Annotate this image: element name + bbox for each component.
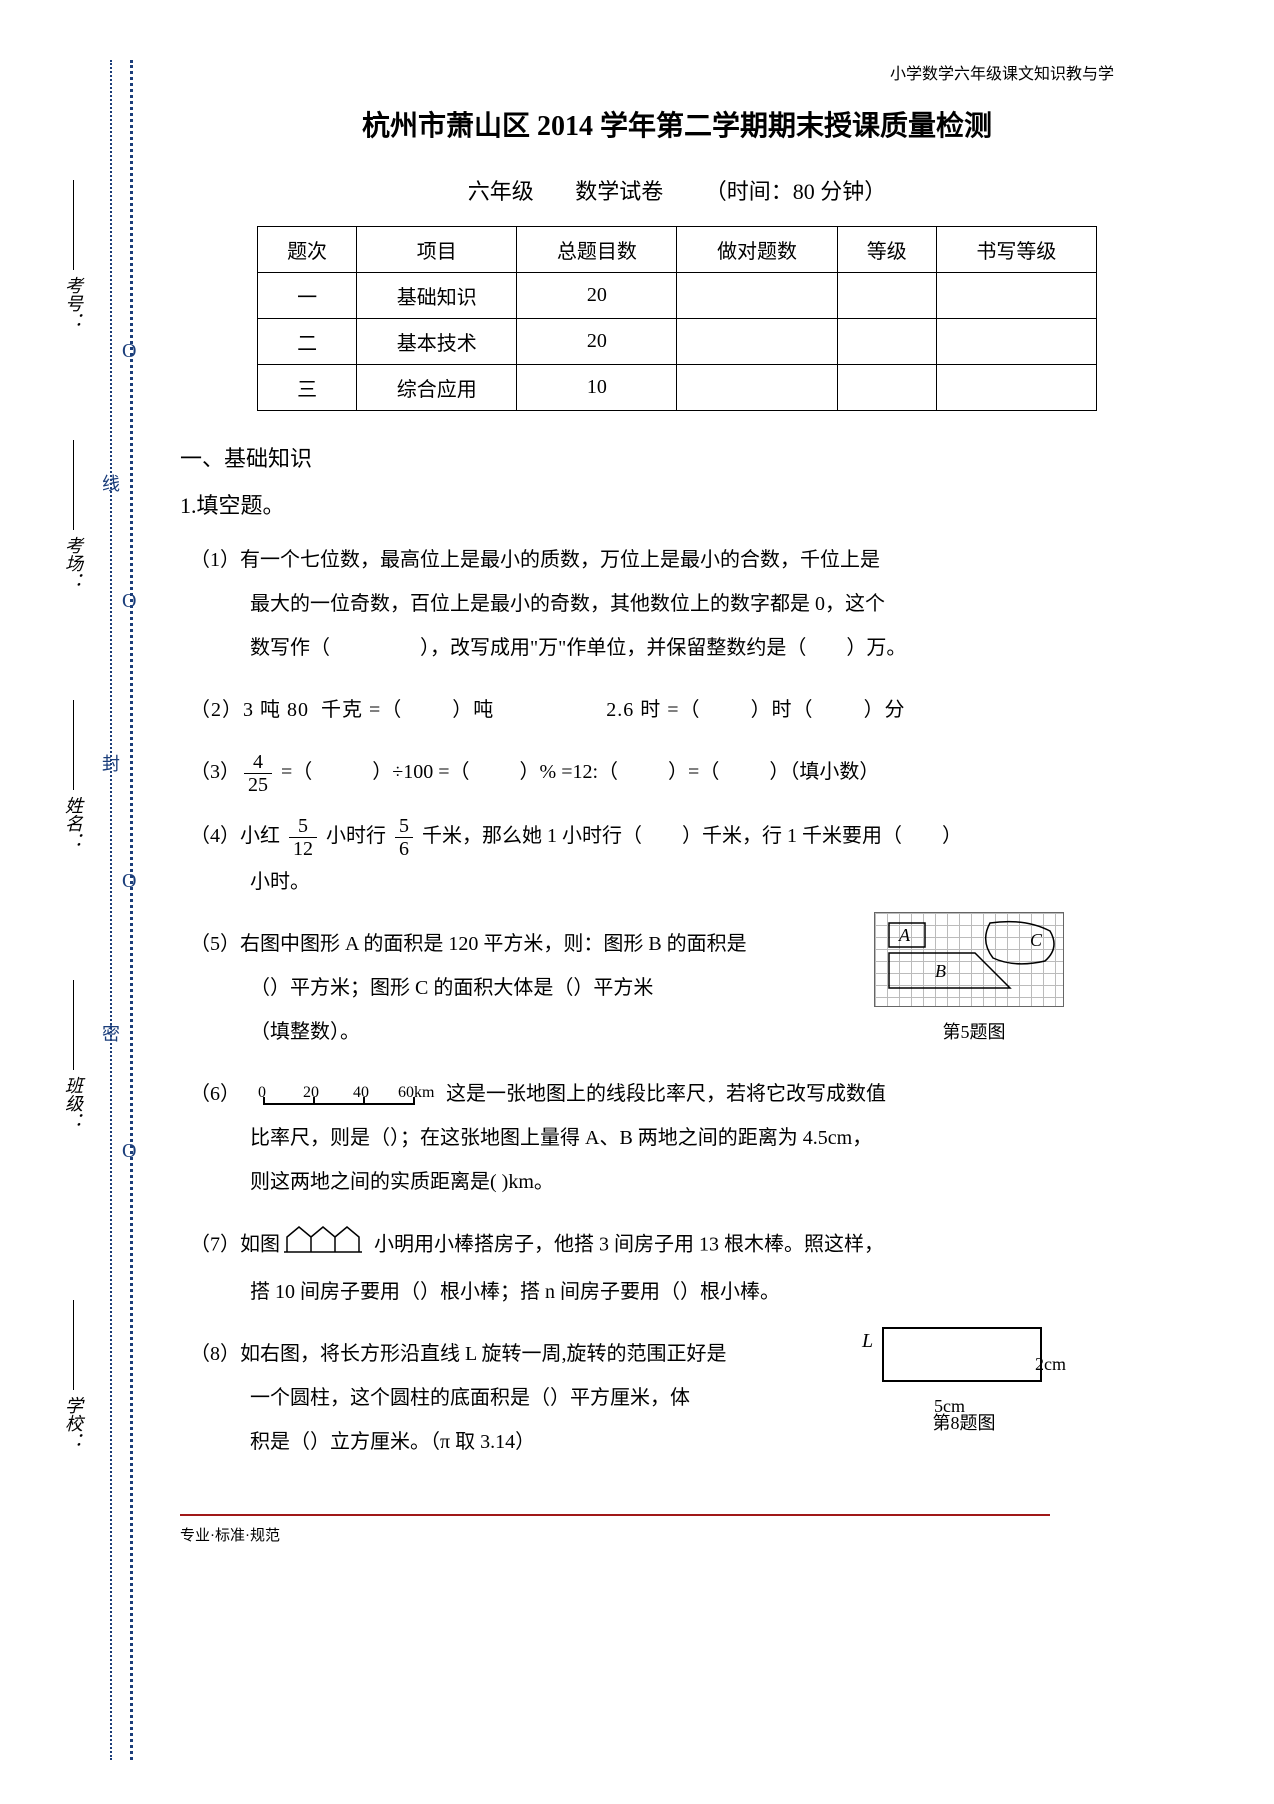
exam-subtitle: 六年级 数学试卷 （时间：80 分钟） <box>180 174 1174 206</box>
section-1-heading: 一、基础知识 <box>180 441 1174 473</box>
footer-divider: 专业·标准·规范 <box>180 1514 1050 1545</box>
question-3: （3）425 =（）÷100 =（）% =12:（）=（）（填小数） <box>180 750 1174 796</box>
table-row: 三 综合应用 10 <box>258 365 1097 411</box>
q5-shapes-svg: A B C <box>875 913 1065 1008</box>
table-header-row: 题次 项目 总题目数 做对题数 等级 书写等级 <box>258 227 1097 273</box>
label-5cm: 5cm <box>934 1387 965 1427</box>
subject-label: 数学试卷 <box>575 179 663 204</box>
th: 项目 <box>357 227 517 273</box>
footer-text: 专业·标准·规范 <box>180 1524 1050 1545</box>
q8-figure: L 2cm 5cm 第8题图 <box>864 1327 1064 1444</box>
th: 书写等级 <box>936 227 1096 273</box>
label-C: C <box>1030 930 1043 950</box>
question-8: L 2cm 5cm 第8题图 （8）如右图，将长方形沿直线 L 旋转一周,旋转的… <box>180 1332 1174 1464</box>
th: 题次 <box>258 227 357 273</box>
table-row: 二 基本技术 20 <box>258 319 1097 365</box>
label-A: A <box>898 925 911 945</box>
time-label: （时间：80 分钟） <box>705 179 887 204</box>
label-L: L <box>862 1319 873 1363</box>
question-6: （6） 0 20 40 60km 这是一张地图上的线段比率尺，若将它改写成数值 … <box>180 1072 1174 1204</box>
q5-figure: A B C 第5题图 <box>874 912 1074 1053</box>
question-2: （2）3 吨 80 千克 =（）吨 2.6 时 =（）时（）分 <box>180 688 1174 732</box>
score-table: 题次 项目 总题目数 做对题数 等级 书写等级 一 基础知识 20 二 基本技术… <box>257 226 1097 411</box>
question-5: A B C 第5题图 （5）右图中图形 A 的面积是 120 平方米，则：图形 … <box>180 922 1174 1054</box>
question-7: （7）如图 小明用小棒搭房子，他搭 3 间房子用 13 根木棒。照这样， 搭 1… <box>180 1222 1174 1314</box>
header-course-label: 小学数学六年级课文知识教与学 <box>180 60 1174 84</box>
label-2cm: 2cm <box>1035 1345 1066 1385</box>
question-4: （4）小红 512 小时行 56 千米，那么她 1 小时行（）千米，行 1 千米… <box>180 814 1174 904</box>
scale-bar-figure: 0 20 40 60km <box>253 1080 433 1110</box>
th: 等级 <box>837 227 936 273</box>
grade-label: 六年级 <box>468 179 534 204</box>
th: 总题目数 <box>517 227 677 273</box>
label-B: B <box>935 961 946 981</box>
q5-caption: 第5题图 <box>874 1013 1074 1053</box>
houses-figure <box>282 1222 372 1270</box>
question-1: （1）有一个七位数，最高位上是最小的质数，万位上是最小的合数，千位上是 最大的一… <box>180 538 1174 670</box>
th: 做对题数 <box>677 227 837 273</box>
exam-title: 杭州市萧山区 2014 学年第二学期期末授课质量检测 <box>180 104 1174 144</box>
section-1-sub: 1.填空题。 <box>180 488 1174 520</box>
table-row: 一 基础知识 20 <box>258 273 1097 319</box>
